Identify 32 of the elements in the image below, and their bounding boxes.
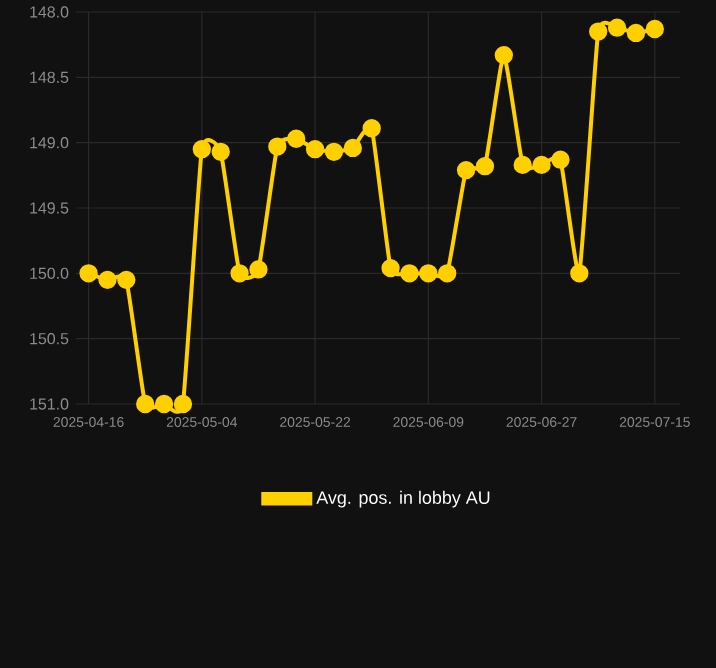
point bbox=[589, 22, 608, 41]
point bbox=[362, 119, 381, 138]
point bbox=[173, 394, 193, 414]
point bbox=[117, 270, 136, 290]
point bbox=[343, 138, 362, 158]
point bbox=[532, 155, 551, 175]
point bbox=[98, 270, 117, 290]
point bbox=[230, 264, 249, 283]
point bbox=[287, 129, 306, 148]
point bbox=[136, 394, 155, 414]
point bbox=[570, 264, 589, 283]
point bbox=[475, 157, 495, 176]
point bbox=[211, 142, 230, 161]
point bbox=[79, 264, 98, 283]
point bbox=[456, 160, 476, 180]
point bbox=[494, 45, 513, 65]
point bbox=[154, 394, 174, 414]
point bbox=[305, 140, 325, 159]
point bbox=[438, 264, 457, 283]
point bbox=[400, 264, 419, 283]
point bbox=[381, 258, 400, 278]
point bbox=[268, 137, 287, 156]
point bbox=[551, 150, 570, 169]
legend-label: Avg. pos. in lobby AU bbox=[316, 490, 490, 508]
point bbox=[513, 155, 532, 175]
point bbox=[419, 264, 438, 283]
point bbox=[324, 142, 344, 161]
point bbox=[192, 140, 211, 159]
point bbox=[645, 19, 664, 39]
point bbox=[249, 260, 268, 279]
point bbox=[626, 23, 646, 43]
point bbox=[607, 18, 627, 37]
